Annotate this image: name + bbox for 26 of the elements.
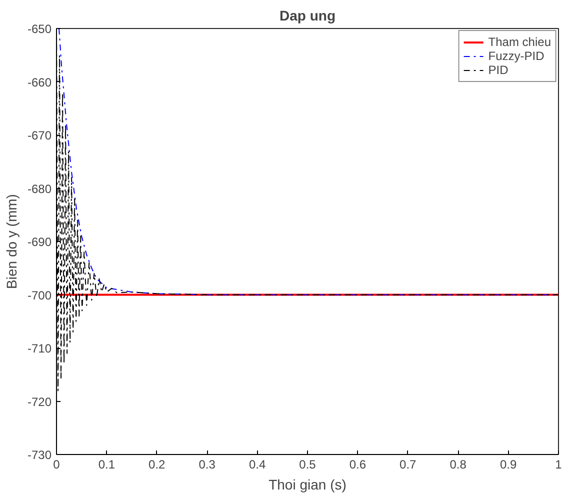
x-tick-label: 0.4 [248, 458, 266, 472]
y-tick-label: -720 [27, 394, 52, 409]
y-axis-title: Bien do y (mm) [3, 194, 20, 289]
legend-label: PID [488, 63, 508, 77]
chart-title: Dap ung [280, 8, 336, 24]
y-tick-label: -650 [27, 22, 52, 36]
x-tick-label: 0.1 [98, 458, 116, 472]
x-tick-label: 0 [53, 458, 60, 472]
y-tick-label: -680 [27, 182, 52, 196]
y-tick-label: -730 [27, 448, 52, 462]
x-tick-label: 0.5 [299, 458, 316, 472]
x-tick-label: 0.7 [400, 458, 417, 472]
legend-label: Fuzzy-PID [488, 49, 544, 63]
x-tick-label: 0.2 [148, 458, 166, 472]
x-tick-label: 0.9 [500, 458, 517, 472]
y-tick-label: -690 [27, 235, 52, 249]
y-tick-label: -660 [27, 75, 52, 90]
x-tick-label: 0.3 [198, 458, 216, 472]
y-tick-label: -670 [27, 128, 52, 142]
x-tick-label: 1 [555, 458, 562, 472]
legend-label: Tham chieu [488, 35, 551, 49]
x-axis-title: Thoi gian (s) [268, 476, 346, 492]
x-tick-label: 0.8 [450, 458, 467, 472]
y-tick-label: -700 [27, 288, 52, 302]
x-tick-label: 0.6 [349, 458, 366, 472]
y-tick-label: -710 [27, 342, 52, 356]
